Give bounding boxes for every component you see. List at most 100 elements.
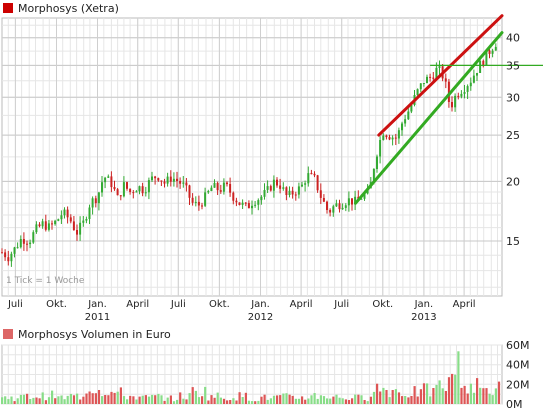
price-legend-label: Morphosys (Xetra) bbox=[18, 2, 119, 15]
volume-bar bbox=[451, 373, 454, 404]
price-candle-body bbox=[176, 178, 178, 181]
volume-bar bbox=[191, 387, 194, 404]
price-candle-body bbox=[304, 183, 307, 185]
volume-bar bbox=[313, 393, 316, 404]
price-candle-body bbox=[469, 82, 472, 87]
price-candle-body bbox=[79, 222, 82, 235]
volume-bar bbox=[201, 396, 204, 404]
volume-bar bbox=[485, 388, 488, 404]
volume-bar bbox=[366, 401, 369, 404]
volume-bar bbox=[482, 388, 485, 404]
volume-bar bbox=[76, 393, 79, 404]
price-candle-body bbox=[451, 102, 453, 108]
price-candle-body bbox=[72, 221, 75, 230]
price-candle-body bbox=[188, 185, 191, 198]
price-candle-body bbox=[444, 78, 447, 82]
month-tick-label: Jan. bbox=[414, 299, 434, 310]
volume-bar bbox=[369, 396, 372, 404]
price-candle-body bbox=[363, 193, 366, 199]
price-candle-body bbox=[272, 179, 275, 191]
volume-bar bbox=[307, 398, 310, 404]
price-candle-body bbox=[101, 182, 103, 193]
volume-bar bbox=[447, 377, 451, 404]
price-candle-body bbox=[379, 140, 382, 157]
price-candle-body bbox=[241, 202, 244, 205]
price-candle-body bbox=[151, 176, 153, 181]
month-tick-label: Juli bbox=[333, 299, 349, 310]
volume-bar bbox=[491, 395, 494, 404]
price-candle-body bbox=[260, 196, 263, 201]
volume-bar bbox=[197, 397, 201, 404]
year-tick-label: 2012 bbox=[248, 312, 273, 323]
price-candle-body bbox=[382, 135, 385, 140]
volume-bar bbox=[316, 398, 319, 404]
volume-bar bbox=[397, 392, 401, 404]
price-candle-body bbox=[222, 182, 225, 192]
volume-bar bbox=[247, 400, 251, 404]
price-candle-body bbox=[132, 192, 135, 194]
volume-bar bbox=[116, 391, 119, 404]
volume-bar bbox=[244, 392, 247, 404]
price-candle-body bbox=[235, 200, 238, 203]
price-candle-body bbox=[66, 209, 69, 218]
volume-bar bbox=[16, 398, 19, 404]
volume-bar bbox=[47, 397, 51, 404]
price-candle-body bbox=[301, 184, 303, 187]
price-candle-body bbox=[116, 189, 119, 196]
price-candle-body bbox=[263, 190, 266, 197]
volume-bar bbox=[372, 391, 376, 404]
price-candle-body bbox=[16, 247, 19, 249]
price-grid bbox=[1, 17, 503, 297]
volume-bar bbox=[435, 384, 438, 404]
price-candle-body bbox=[407, 111, 410, 120]
price-tick-label: 25 bbox=[506, 129, 520, 142]
volume-bar bbox=[101, 396, 104, 404]
price-candle-body bbox=[266, 186, 269, 190]
tick-note: 1 Tick = 1 Woche bbox=[6, 276, 85, 286]
price-candle-body bbox=[485, 50, 488, 66]
price-candle-body bbox=[32, 232, 35, 243]
trend-lines bbox=[354, 14, 543, 205]
volume-bar bbox=[257, 400, 260, 404]
volume-bar bbox=[279, 395, 282, 404]
price-candle-body bbox=[297, 186, 300, 195]
price-candle-body bbox=[332, 206, 335, 213]
price-candle-body bbox=[491, 50, 494, 54]
volume-bar bbox=[63, 399, 66, 404]
year-tick-label: 2011 bbox=[85, 312, 110, 323]
volume-bar bbox=[113, 392, 116, 404]
volume-bar bbox=[472, 392, 476, 404]
price-candle-body bbox=[251, 205, 253, 209]
price-candle-body bbox=[113, 187, 116, 190]
volume-bar bbox=[297, 398, 301, 404]
price-candle-body bbox=[135, 191, 138, 193]
volume-legend-label: Morphosys Volumen in Euro bbox=[18, 328, 171, 341]
volume-bar bbox=[241, 397, 244, 404]
price-candle-body bbox=[385, 135, 388, 138]
volume-bar bbox=[282, 393, 285, 404]
price-candle-body bbox=[472, 75, 475, 83]
year-tick-label: 2013 bbox=[411, 312, 436, 323]
volume-bar bbox=[119, 387, 122, 404]
volume-legend-swatch bbox=[3, 329, 13, 339]
volume-bar bbox=[488, 393, 491, 404]
volume-bar bbox=[19, 394, 22, 404]
volume-tick-label: 20M bbox=[506, 378, 530, 391]
volume-bar bbox=[319, 395, 322, 404]
volume-bar bbox=[463, 385, 466, 404]
volume-bar bbox=[163, 400, 166, 404]
price-candle-body bbox=[129, 188, 132, 193]
month-tick-label: April bbox=[126, 299, 149, 310]
volume-bar bbox=[72, 395, 76, 404]
price-candle-body bbox=[269, 186, 272, 191]
price-candle-body bbox=[335, 203, 338, 207]
volume-bar bbox=[169, 395, 172, 404]
volume-bar bbox=[441, 388, 444, 404]
price-candle-body bbox=[122, 182, 125, 197]
volume-bar bbox=[388, 397, 391, 404]
price-candle-body bbox=[351, 198, 353, 205]
price-candle-body bbox=[294, 194, 297, 196]
price-candle-body bbox=[19, 239, 22, 248]
volume-bar bbox=[38, 398, 41, 404]
volume-bar bbox=[226, 400, 229, 404]
